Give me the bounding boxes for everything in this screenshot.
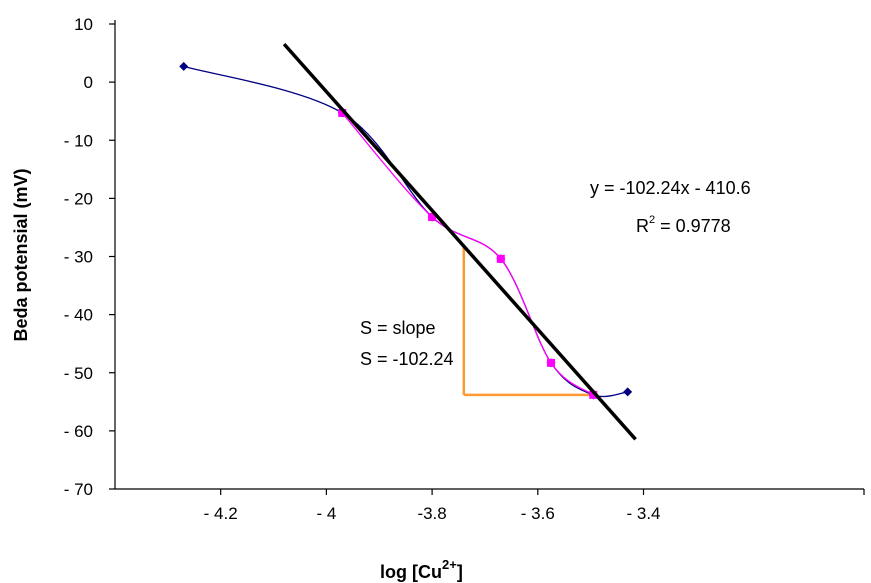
- y-tick-label: - 20: [64, 189, 93, 208]
- series-2-point: [589, 390, 598, 399]
- x-ticks: - 4.2 - 4 -3.8 - 3.6 - 3.4: [204, 489, 865, 523]
- slope-value-label: S = -102.24: [360, 349, 454, 369]
- y-ticks: 10 0 - 10 - 20 - 30 - 40 - 50 - 60 - 70: [64, 15, 115, 499]
- x-tick-label: - 3.6: [521, 504, 555, 523]
- y-tick-label: - 10: [64, 131, 93, 150]
- series-1-point: [179, 61, 189, 71]
- r-squared-label: R2 = 0.9778: [636, 214, 731, 236]
- y-tick-label: - 70: [64, 480, 93, 499]
- equation-label: y = -102.24x - 410.6: [590, 178, 751, 198]
- slope-definition-label: S = slope: [360, 318, 436, 338]
- y-tick-label: - 50: [64, 364, 93, 383]
- y-tick-label: - 60: [64, 422, 93, 441]
- series-2-point: [428, 212, 437, 221]
- y-tick-label: 10: [74, 15, 93, 34]
- x-tick-label: - 4.2: [204, 504, 238, 523]
- y-tick-label: - 40: [64, 306, 93, 325]
- series-1-line: [183, 65, 628, 398]
- slope-triangle: [462, 246, 596, 397]
- x-tick-label: -3.8: [417, 504, 446, 523]
- trendline: [282, 42, 637, 441]
- series-1-point: [623, 387, 633, 397]
- series-layer: [179, 61, 633, 400]
- y-axis-title: Beda potensial (mV): [11, 168, 31, 341]
- series-2-point: [338, 108, 347, 117]
- series-2-point: [496, 254, 505, 263]
- x-tick-label: - 3.4: [626, 504, 660, 523]
- x-axis-title: log [Cu2+]: [380, 557, 463, 582]
- y-tick-label: - 30: [64, 248, 93, 267]
- series-2-point: [547, 358, 556, 367]
- x-tick-label: - 4: [316, 504, 336, 523]
- y-tick-label: 0: [84, 73, 93, 92]
